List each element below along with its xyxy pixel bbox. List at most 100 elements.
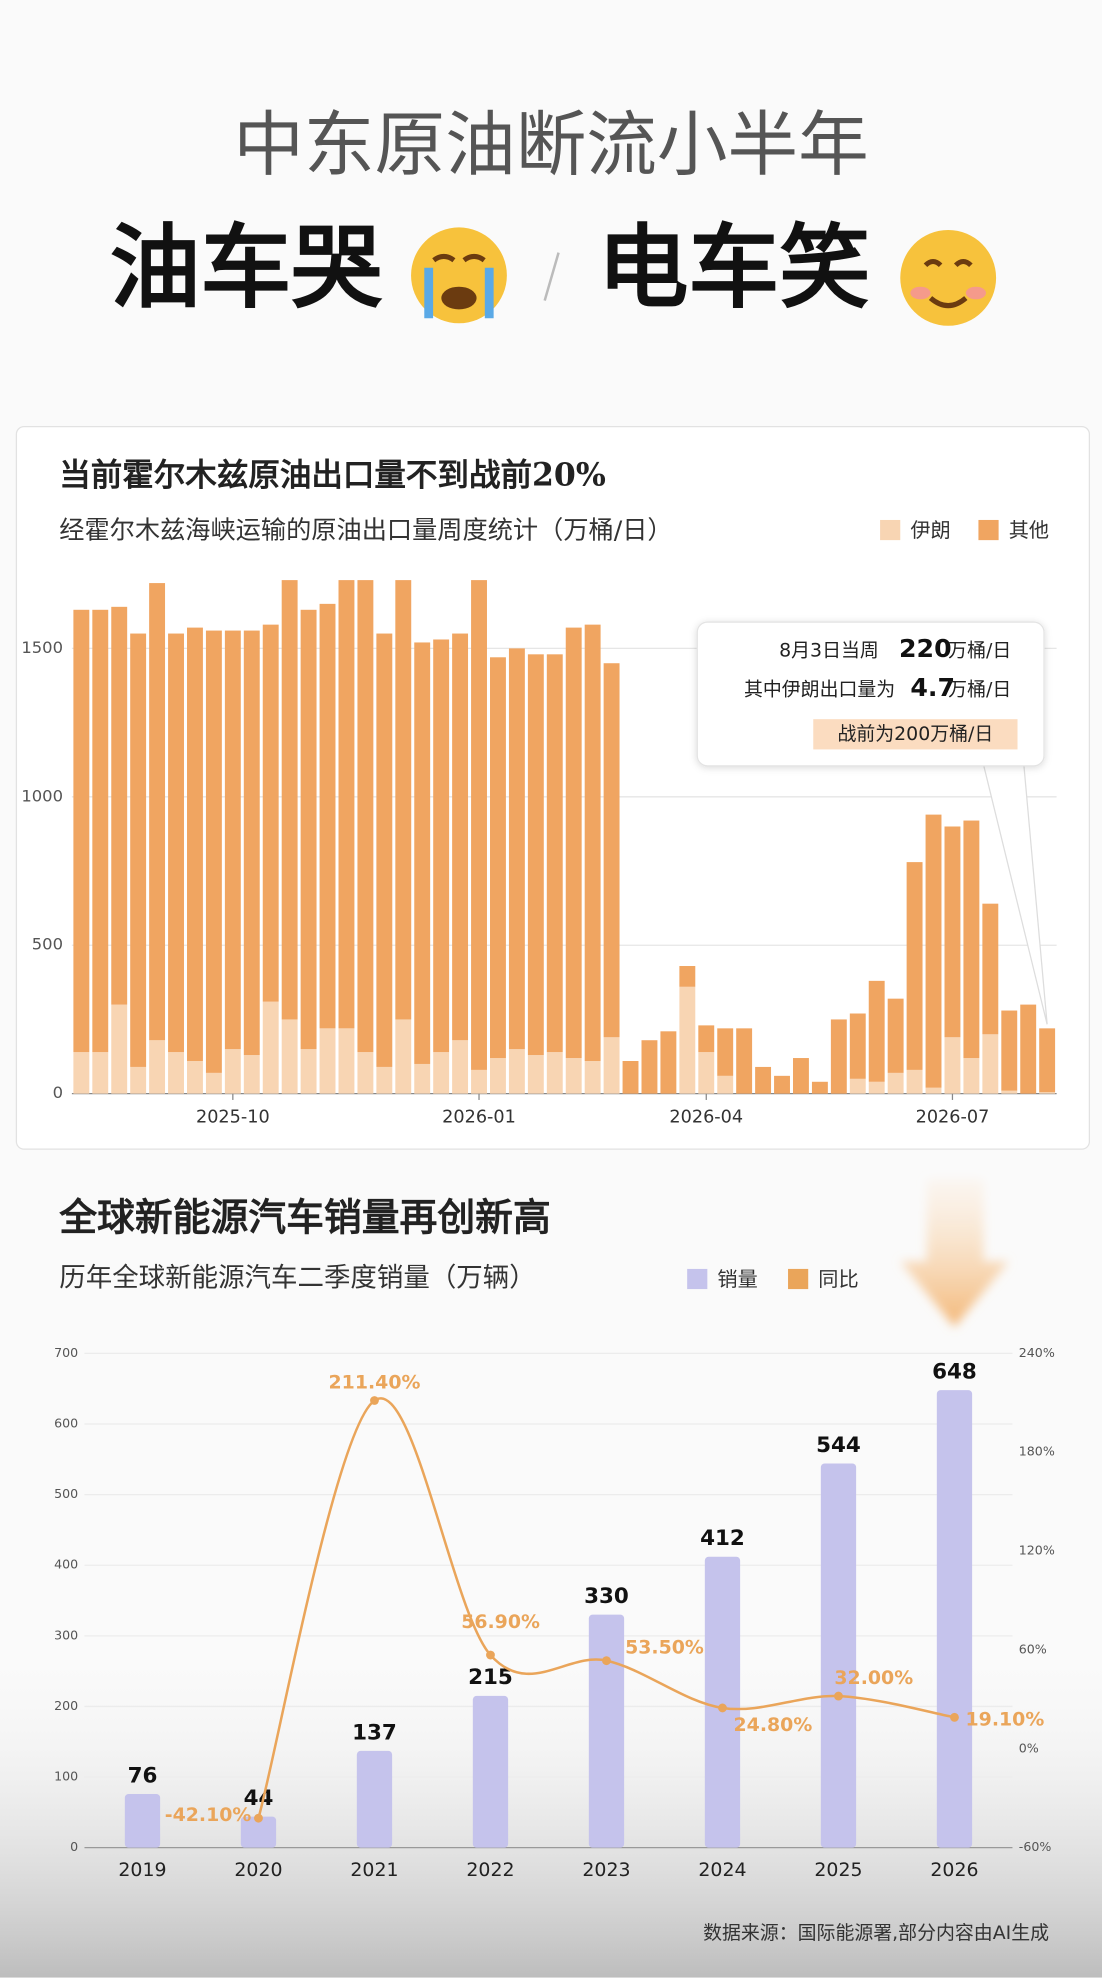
- bar-segment: [130, 633, 147, 1067]
- crying-emoji: [411, 227, 507, 324]
- bar-segment: [868, 980, 885, 1082]
- bar-segment: [414, 1063, 431, 1094]
- annotation-highlight: [813, 719, 1018, 750]
- bar-segment: [205, 1072, 222, 1094]
- y-tick-label: 400: [54, 1557, 78, 1572]
- bar: [124, 1793, 161, 1848]
- chart-title: 当前霍尔木兹原油出口量不到战前20%: [59, 457, 606, 494]
- bar-segment: [319, 1028, 336, 1094]
- x-tick-label: 2022: [466, 1859, 514, 1881]
- x-tick-label: 2024: [698, 1859, 746, 1881]
- bar-segment: [281, 580, 298, 1020]
- bar-segment: [925, 814, 942, 1088]
- bar-segment: [698, 1052, 715, 1094]
- smile-emoji: [900, 229, 997, 326]
- y-tick-label: 600: [54, 1416, 78, 1431]
- bar: [820, 1463, 857, 1848]
- bar-segment: [168, 633, 184, 1053]
- bar-segment: [168, 1052, 184, 1094]
- bar-segment: [452, 633, 469, 1041]
- bar-segment: [111, 1004, 128, 1094]
- bar-segment: [1001, 1090, 1018, 1094]
- y2-tick-label: 60%: [1019, 1641, 1047, 1656]
- bar-segment: [490, 1058, 506, 1094]
- bar: [936, 1390, 973, 1848]
- bar-segment: [300, 609, 317, 1050]
- bar-segment: [982, 1034, 999, 1094]
- bar-segment: [565, 627, 582, 1059]
- bar-segment: [338, 1028, 355, 1094]
- bar-segment: [300, 1049, 317, 1094]
- bar-segment: [452, 1040, 469, 1094]
- y2-tick-label: 0%: [1019, 1740, 1039, 1755]
- bar-segment: [73, 1052, 90, 1094]
- bar-segment: [111, 606, 128, 1005]
- bar: [588, 1614, 625, 1848]
- bar-segment: [584, 624, 601, 1061]
- bar-segment: [717, 1028, 734, 1076]
- legend-swatch: [687, 1268, 708, 1290]
- bar-segment: [849, 1078, 866, 1094]
- y-tick-label: 200: [54, 1698, 78, 1713]
- y-tick-label: 500: [32, 935, 63, 954]
- bar-segment: [357, 580, 374, 1053]
- bar-value-label: 330: [584, 1584, 629, 1609]
- line-value-label: -42.10%: [165, 1804, 252, 1826]
- callout-pointer: [982, 764, 1048, 1025]
- chart-subtitle: 历年全球新能源汽车二季度销量（万辆）: [59, 1263, 535, 1294]
- bar-segment: [527, 1055, 544, 1094]
- bar-segment: [793, 1058, 809, 1094]
- bar-value-label: 215: [468, 1665, 513, 1690]
- line-value-label: 56.90%: [461, 1611, 540, 1633]
- bar-segment: [982, 903, 999, 1035]
- y-tick-label: 500: [54, 1486, 78, 1501]
- legend-swatch: [788, 1268, 809, 1290]
- bar-value-label: 648: [932, 1359, 977, 1384]
- source: 数据来源：国际能源署,部分内容由AI生成: [703, 1922, 1049, 1944]
- bar-segment: [868, 1081, 885, 1094]
- bar-segment: [433, 1052, 450, 1094]
- bar-segment: [906, 1069, 923, 1094]
- y-tick-label: 300: [54, 1627, 78, 1642]
- bar-segment: [376, 633, 393, 1067]
- bar-segment: [546, 654, 563, 1053]
- chart-title: 全球新能源汽车销量再创新高: [58, 1195, 551, 1240]
- bar-segment: [262, 1001, 279, 1094]
- line-value-label: 32.00%: [834, 1667, 913, 1689]
- bar-value-label: 412: [700, 1526, 745, 1551]
- bar-segment: [490, 657, 506, 1059]
- line-point: [834, 1691, 843, 1701]
- y-tick-label: 100: [54, 1769, 78, 1784]
- bar: [472, 1695, 509, 1848]
- headline-right: 电车笑: [598, 215, 870, 321]
- line-point: [950, 1712, 959, 1722]
- bar-value-label: 544: [816, 1433, 861, 1458]
- x-tick-label: 2026: [930, 1859, 978, 1881]
- legend-label: 销量: [717, 1267, 757, 1291]
- bar-segment: [698, 1025, 715, 1053]
- bar-segment: [679, 966, 696, 987]
- bar-segment: [319, 603, 336, 1029]
- bar-segment: [471, 1069, 487, 1094]
- line-point: [602, 1656, 611, 1666]
- legend-swatch: [978, 519, 999, 541]
- legend-label: 其他: [1009, 518, 1049, 542]
- bar-segment: [471, 580, 487, 1070]
- bottom-fade: [0, 1639, 1102, 1978]
- y-tick-label: 1000: [21, 786, 63, 805]
- bar-segment: [565, 1058, 582, 1094]
- chart-oil: 当前霍尔木兹原油出口量不到战前20% 经霍尔木兹海峡运输的原油出口量周度统计（万桶…: [21, 457, 1057, 1128]
- bar-segment: [92, 609, 109, 1053]
- arrow: [900, 1179, 1009, 1327]
- y2-tick-label: 180%: [1019, 1444, 1055, 1459]
- line-value-label: 19.10%: [966, 1708, 1045, 1730]
- annotation: 万桶/日: [948, 640, 1011, 662]
- line-value-label: 211.40%: [329, 1371, 421, 1393]
- bar-segment: [508, 648, 525, 1050]
- bar-segment: [338, 580, 355, 1029]
- bar-segment: [546, 1052, 563, 1094]
- bar-segment: [849, 1013, 866, 1079]
- x-tick-label: 2026-01: [442, 1108, 516, 1128]
- bar-segment: [1001, 1010, 1018, 1091]
- bar-segment: [73, 609, 90, 1053]
